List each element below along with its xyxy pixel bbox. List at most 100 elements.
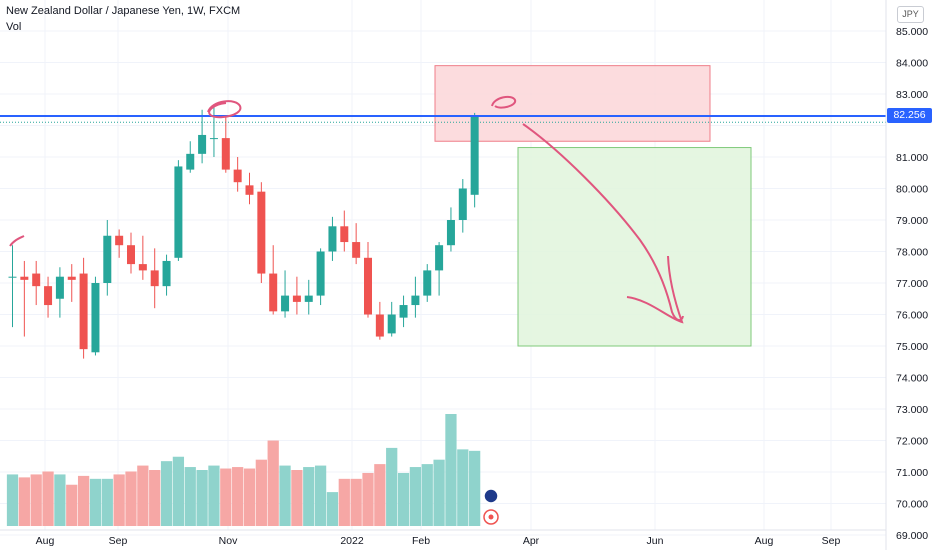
volume-bar: [350, 478, 362, 526]
volume-bar: [30, 474, 42, 526]
candle-body: [352, 242, 361, 258]
candle-body: [292, 295, 301, 302]
candle-body: [435, 245, 444, 271]
price-tick-label: 80.000: [896, 184, 928, 196]
zone-drawings[interactable]: [434, 65, 752, 347]
price-tick-label: 72.000: [896, 436, 928, 448]
time-tick-label: Feb: [412, 535, 430, 547]
currency-button[interactable]: JPY: [897, 6, 924, 23]
price-tick-label: 70.000: [896, 499, 928, 511]
candle-body: [233, 169, 242, 183]
volume-bar: [66, 484, 78, 526]
sell-zone-rectangle[interactable]: [434, 65, 711, 142]
candle-body: [458, 188, 467, 220]
volume-bar: [338, 478, 350, 526]
volume-bar: [469, 450, 481, 526]
candle-body: [67, 276, 76, 280]
price-tick-label: 78.000: [896, 247, 928, 259]
candle-body: [55, 276, 64, 299]
time-tick-label: Sep: [109, 535, 128, 547]
volume-bar: [397, 472, 410, 526]
time-tick-label: Aug: [36, 535, 55, 547]
volume-bar: [54, 474, 66, 526]
volume-bar: [6, 474, 19, 526]
volume-bar: [149, 470, 161, 526]
volume-bar: [172, 456, 185, 526]
candle-body: [340, 226, 349, 243]
volume-bar: [42, 471, 54, 526]
event-flag-icon[interactable]: [483, 488, 499, 504]
candle-body: [387, 314, 396, 334]
price-tick-label: 74.000: [896, 373, 928, 385]
volume-bar: [89, 478, 102, 526]
candle-body: [91, 283, 100, 353]
candle-body: [221, 138, 230, 170]
candle-body: [245, 185, 254, 195]
price-tick-label: 76.000: [896, 310, 928, 322]
price-tick-label: 73.000: [896, 404, 928, 416]
price-tick-label: 71.000: [896, 467, 928, 479]
candle-body: [470, 116, 479, 195]
price-tick-label: 75.000: [896, 341, 928, 353]
price-tick-label: 85.000: [896, 26, 928, 38]
volume-bar: [291, 470, 303, 526]
candle-body: [198, 134, 207, 154]
candle-body: [304, 295, 313, 302]
volume-bar: [409, 467, 422, 526]
candle-body: [209, 138, 218, 140]
candle-body: [44, 286, 53, 306]
candle-body: [411, 295, 420, 306]
volume-bar: [314, 465, 327, 526]
volume-bars: [6, 414, 481, 526]
price-axis[interactable]: 85.000 84.000 83.000 81.000 80.000 79.000 78.0…: [885, 0, 928, 550]
price-tick-label: 81.000: [896, 152, 928, 164]
volume-bar: [18, 477, 30, 526]
price-tick-label: 84.000: [896, 58, 928, 70]
candle-body: [257, 191, 266, 274]
time-tick-label: Jun: [647, 535, 664, 547]
volume-bar: [137, 465, 149, 526]
candle-body: [399, 305, 408, 318]
volume-bar: [208, 465, 220, 526]
price-tick-label: 69.000: [896, 530, 928, 542]
candle-body: [364, 257, 372, 315]
time-tick-label: Apr: [523, 535, 540, 547]
volume-bar: [255, 459, 267, 526]
candle-body: [281, 295, 290, 312]
candle-body: [20, 276, 29, 280]
top-circle-drawing[interactable]: [207, 100, 242, 119]
candle-body: [32, 273, 41, 287]
volume-bar: [374, 464, 386, 526]
volume-bar: [386, 447, 398, 526]
volume-bar: [279, 465, 291, 526]
candle-body: [186, 153, 195, 170]
volume-bar: [232, 467, 244, 526]
economic-event-dot: [488, 514, 494, 520]
volume-bar: [445, 414, 457, 526]
time-axis[interactable]: Aug Sep Nov 2022 Feb Apr Jun Aug Sep: [0, 529, 886, 547]
recent-circle-drawing[interactable]: [491, 95, 517, 109]
time-tick-label: Aug: [755, 535, 774, 547]
price-tick-label: 79.000: [896, 215, 928, 227]
volume-bar: [362, 472, 374, 526]
volume-bar: [101, 478, 113, 526]
candle-body: [423, 270, 432, 296]
arrow-head-drawing[interactable]: [626, 255, 684, 324]
candle-body: [138, 264, 147, 271]
candle-body: [103, 235, 112, 283]
candle-body: [127, 245, 135, 265]
last-price-label: 82.256: [887, 108, 932, 123]
volume-indicator-label[interactable]: Vol: [6, 21, 22, 33]
time-tick-label: 2022: [340, 535, 364, 547]
volume-bar: [457, 449, 469, 526]
candle-body: [162, 260, 171, 287]
volume-bar: [77, 475, 90, 526]
price-tick-label: 77.000: [896, 278, 928, 290]
small-tick-drawing[interactable]: [9, 235, 25, 247]
volume-bar: [113, 474, 125, 526]
target-zone-rectangle[interactable]: [517, 147, 752, 347]
candle-body: [79, 273, 88, 350]
volume-bar: [220, 468, 232, 526]
annotation-drawings[interactable]: [0, 95, 886, 525]
